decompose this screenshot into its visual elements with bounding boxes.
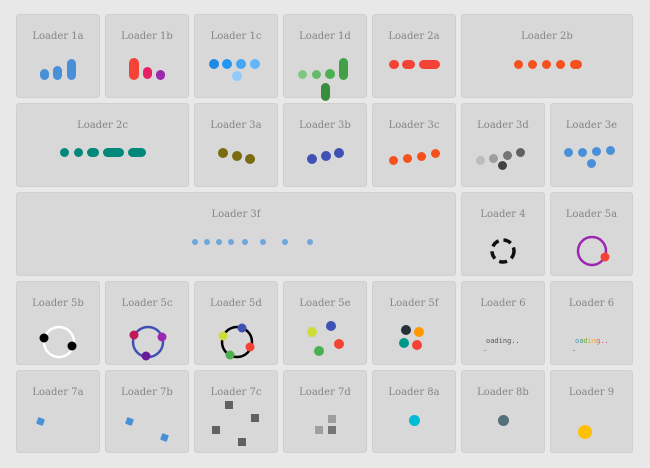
loader-8a-dot	[409, 415, 420, 426]
loader-card-4: Loader 4	[461, 192, 545, 276]
loader-card-5a: Loader 5a	[550, 192, 633, 276]
loader-3f-animation	[17, 193, 457, 277]
loader-7c-square	[238, 438, 246, 446]
loader-1a-animation	[17, 15, 101, 99]
loader-7b-square	[160, 433, 169, 442]
loader-card-3b: Loader 3b	[283, 103, 367, 187]
loader-3c-animation	[373, 104, 457, 188]
loader-card-8b: Loader 8b	[461, 370, 545, 453]
loader-card-3d: Loader 3d	[461, 103, 545, 187]
loader-card-5e: Loader 5e	[283, 281, 367, 365]
loader-8b-dot	[498, 415, 509, 426]
loader-title: Loader 2b	[521, 31, 573, 42]
loader-card-1d: Loader 1d	[283, 14, 368, 101]
loader-7b-square	[125, 417, 134, 426]
loader-card-5d: Loader 5d	[194, 281, 278, 365]
loading-text-dot: .	[483, 345, 488, 353]
loader-card-5b: Loader 5b	[16, 281, 100, 365]
loader-title: Loader 3b	[299, 120, 351, 131]
loader-5d-animation	[218, 323, 255, 360]
loader-card-3e: Loader 3e	[550, 103, 633, 187]
loader-card-7a: Loader 7a	[16, 370, 100, 453]
loading-text-colored: oading..	[575, 337, 609, 345]
loader-title: Loader 4	[480, 209, 526, 220]
loader-2c-animation	[17, 104, 190, 188]
loader-title: Loader 7c	[210, 387, 262, 398]
loader-2b-animation	[462, 15, 634, 99]
loader-3e-animation	[551, 104, 634, 188]
loading-text: oading..	[486, 337, 520, 345]
loader-title: Loader 6	[568, 298, 615, 309]
loader-title: Loader 1c	[210, 31, 262, 42]
loader-2a-animation	[373, 15, 457, 99]
loader-title: Loader 3a	[210, 120, 262, 131]
loader-3a-animation	[195, 104, 279, 188]
loader-card-1b: Loader 1b	[105, 14, 189, 98]
loader-5b-animation	[39, 325, 77, 359]
loader-title: Loader 8b	[477, 387, 529, 398]
loader-title: Loader 1d	[299, 31, 351, 42]
loader-title: Loader 5f	[389, 298, 439, 309]
loader-card-2c: Loader 2c	[16, 103, 189, 187]
loader-7d-square	[328, 426, 336, 434]
loader-title: Loader 3d	[477, 120, 529, 131]
loader-1b-animation	[106, 15, 190, 99]
loader-3d-animation	[462, 104, 546, 188]
loader-card-7b: Loader 7b	[105, 370, 189, 453]
loader-title: Loader 3f	[211, 209, 261, 220]
loader-1c-animation	[195, 15, 279, 99]
loader-card-6a: Loader 6 oading.. .	[461, 281, 545, 365]
loader-title: Loader 7a	[32, 387, 84, 398]
loader-card-2a: Loader 2a	[372, 14, 456, 98]
loader-5c-animation	[129, 325, 167, 361]
loader-5e-animation	[307, 321, 344, 356]
loader-card-7c: Loader 7c	[194, 370, 278, 453]
loader-card-3a: Loader 3a	[194, 103, 278, 187]
loader-5f-animation	[399, 325, 424, 350]
loader-card-9: Loader 9	[550, 370, 633, 453]
loader-title: Loader 5b	[32, 298, 84, 309]
loader-7c-square	[212, 426, 220, 434]
loader-7d-square	[328, 415, 336, 423]
loader-title: Loader 1b	[121, 31, 173, 42]
loader-7c-square	[251, 414, 259, 422]
loader-7c-square	[225, 401, 233, 409]
loader-card-7d: Loader 7d	[283, 370, 367, 453]
loader-5a-animation	[576, 235, 610, 267]
loader-title: Loader 2c	[77, 120, 128, 131]
loader-card-1c: Loader 1c	[194, 14, 278, 98]
loader-title: Loader 2a	[388, 31, 440, 42]
loader-card-2b: Loader 2b	[461, 14, 633, 98]
loader-title: Loader 5d	[210, 298, 262, 309]
loader-title: Loader 8a	[388, 387, 440, 398]
loader-title: Loader 3c	[388, 120, 440, 131]
loader-title: Loader 7d	[299, 387, 351, 398]
loader-card-3f: Loader 3f	[16, 192, 456, 276]
loader-title: Loader 5c	[121, 298, 173, 309]
loader-7a-square	[36, 417, 45, 426]
loader-card-1a: Loader 1a	[16, 14, 100, 98]
loader-title: Loader 3e	[565, 120, 618, 131]
loader-7d-square	[315, 426, 323, 434]
loader-title: Loader 5e	[299, 298, 351, 309]
loader-card-3c: Loader 3c	[372, 103, 456, 187]
loader-title: Loader 7b	[121, 387, 173, 398]
loader-title: Loader 5a	[565, 209, 618, 220]
loader-card-5f: Loader 5f	[372, 281, 456, 365]
loader-title: Loader 9	[568, 387, 615, 398]
loader-card-6b: Loader 6 oading.. .	[550, 281, 633, 365]
loader-1d-animation	[284, 15, 368, 101]
loader-3b-animation	[284, 104, 368, 188]
loader-card-5c: Loader 5c	[105, 281, 189, 365]
loader-title: Loader 1a	[32, 31, 84, 42]
loader-title: Loader 6	[480, 298, 526, 309]
loader-4-animation	[490, 238, 516, 264]
loading-text-dot: .	[572, 345, 577, 353]
loader-9-dot	[578, 425, 592, 439]
loader-card-8a: Loader 8a	[372, 370, 456, 453]
